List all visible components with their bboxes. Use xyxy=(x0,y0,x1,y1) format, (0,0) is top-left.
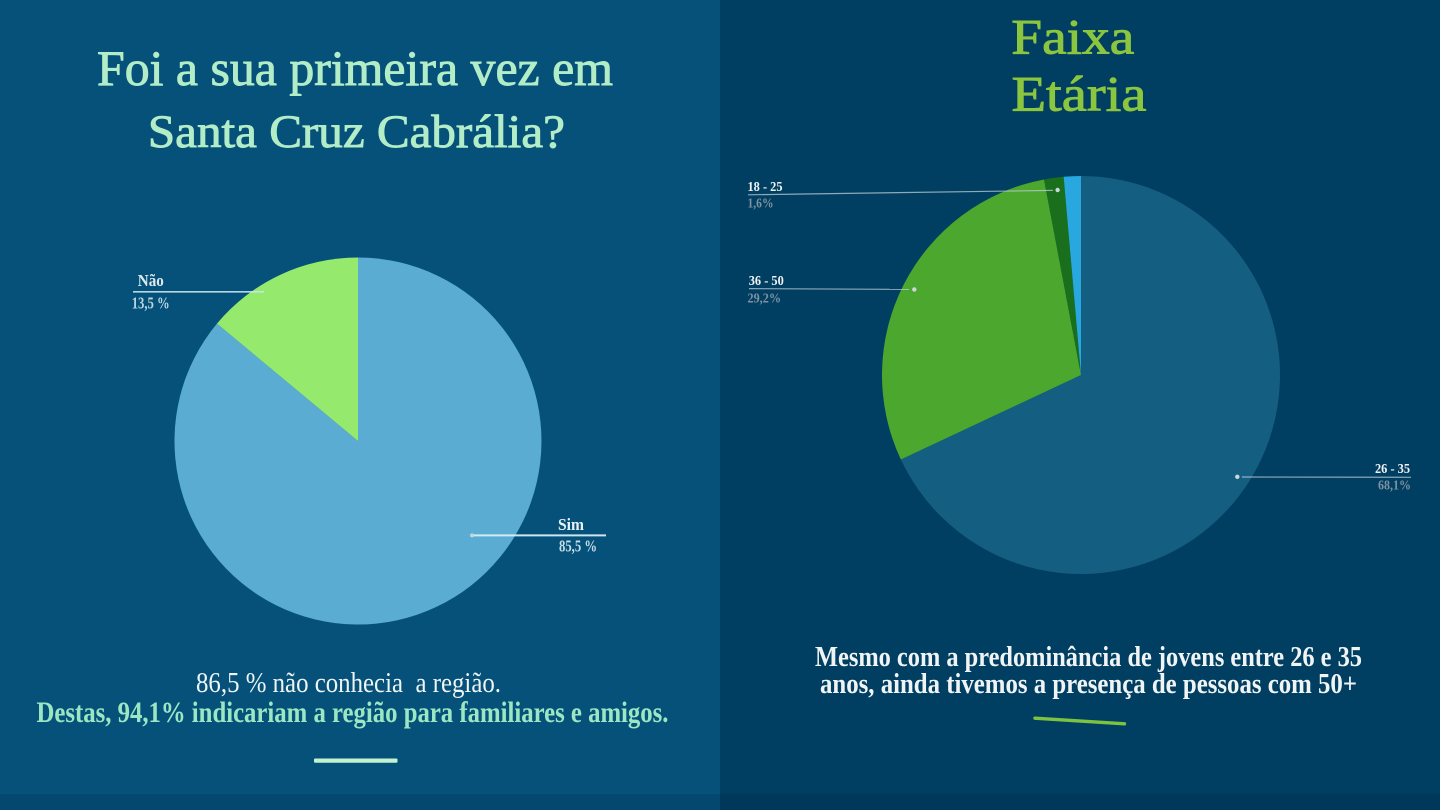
svg-text:36 - 50: 36 - 50 xyxy=(749,273,784,288)
svg-text:1,6%: 1,6% xyxy=(748,197,774,212)
svg-text:Foi a sua primeira vez em: Foi a sua primeira vez em xyxy=(97,41,613,96)
svg-text:Mesmo com a predominância de j: Mesmo com a predominância de jovens entr… xyxy=(815,641,1362,673)
svg-text:68,1%: 68,1% xyxy=(1378,479,1411,494)
svg-text:anos, ainda tivemos a presença: anos, ainda tivemos a presença de pessoa… xyxy=(820,668,1357,700)
svg-text:29,2%: 29,2% xyxy=(748,292,782,307)
svg-text:13,5 %: 13,5 % xyxy=(132,294,170,313)
svg-text:Etária: Etária xyxy=(1012,66,1147,122)
svg-text:26 - 35: 26 - 35 xyxy=(1375,461,1410,476)
svg-text:Sim: Sim xyxy=(558,515,584,534)
svg-text:86,5 % não conhecia a região.: 86,5 % não conhecia a região. xyxy=(196,667,501,699)
svg-text:18 - 25: 18 - 25 xyxy=(748,179,783,194)
svg-text:Santa Cruz Cabrália?: Santa Cruz Cabrália? xyxy=(148,107,565,158)
svg-text:Faixa: Faixa xyxy=(1011,9,1134,65)
svg-text:Não: Não xyxy=(138,271,164,290)
svg-text:Destas, 94,1% indicariam a reg: Destas, 94,1% indicariam a região para f… xyxy=(37,697,669,729)
svg-text:85,5 %: 85,5 % xyxy=(559,537,597,556)
